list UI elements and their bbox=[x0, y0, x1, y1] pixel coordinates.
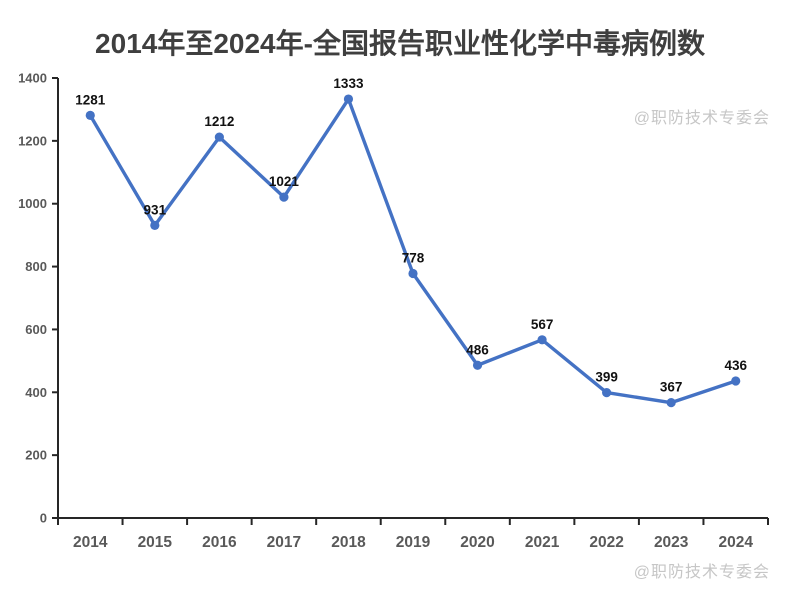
x-axis-tick-label: 2020 bbox=[460, 534, 494, 551]
data-label: 1212 bbox=[204, 114, 234, 129]
y-axis-tick-label: 1000 bbox=[18, 196, 47, 211]
chart-title: 2014年至2024年-全国报告职业性化学中毒病例数 bbox=[95, 28, 705, 59]
x-axis-tick-label: 2019 bbox=[396, 534, 431, 551]
x-axis-tick-label: 2021 bbox=[525, 534, 560, 551]
data-label: 1021 bbox=[269, 174, 300, 189]
y-axis-tick-label: 1400 bbox=[18, 71, 47, 86]
y-axis-tick-label: 1200 bbox=[18, 133, 47, 148]
data-point bbox=[279, 192, 289, 202]
data-point bbox=[408, 268, 418, 279]
data-label: 367 bbox=[660, 380, 683, 395]
x-axis-tick-label: 2023 bbox=[654, 534, 689, 551]
data-point bbox=[666, 398, 676, 408]
data-point bbox=[731, 376, 741, 386]
data-label: 436 bbox=[724, 358, 747, 373]
watermark-top: @职防技术专委会 bbox=[633, 110, 770, 127]
data-label: 567 bbox=[531, 317, 554, 332]
x-axis-tick-label: 2022 bbox=[589, 534, 623, 551]
data-point bbox=[85, 110, 95, 120]
data-label: 778 bbox=[402, 250, 425, 265]
x-axis-tick-label: 2024 bbox=[718, 534, 753, 551]
data-point bbox=[472, 360, 483, 370]
data-point bbox=[150, 220, 160, 230]
data-label: 1333 bbox=[333, 76, 364, 91]
data-point bbox=[602, 388, 612, 398]
x-axis-tick-label: 2017 bbox=[267, 534, 301, 551]
data-point bbox=[214, 132, 224, 142]
data-label: 1281 bbox=[75, 92, 106, 107]
x-axis-tick-label: 2016 bbox=[202, 534, 237, 551]
y-axis-tick-label: 400 bbox=[25, 385, 47, 400]
y-axis-tick-label: 200 bbox=[25, 448, 47, 463]
y-axis-tick-label: 0 bbox=[40, 511, 47, 526]
watermark-bottom: @职防技术专委会 bbox=[633, 564, 770, 581]
data-point bbox=[343, 94, 354, 104]
y-axis-tick-label: 600 bbox=[25, 322, 47, 337]
data-point bbox=[537, 335, 547, 345]
x-axis-tick-label: 2014 bbox=[73, 534, 108, 551]
x-axis-tick-label: 2015 bbox=[138, 534, 173, 551]
x-axis-tick-label: 2018 bbox=[331, 534, 366, 551]
data-label: 399 bbox=[595, 370, 618, 385]
data-label: 931 bbox=[144, 202, 167, 217]
data-label: 486 bbox=[466, 342, 489, 357]
y-axis-tick-label: 800 bbox=[25, 259, 47, 274]
